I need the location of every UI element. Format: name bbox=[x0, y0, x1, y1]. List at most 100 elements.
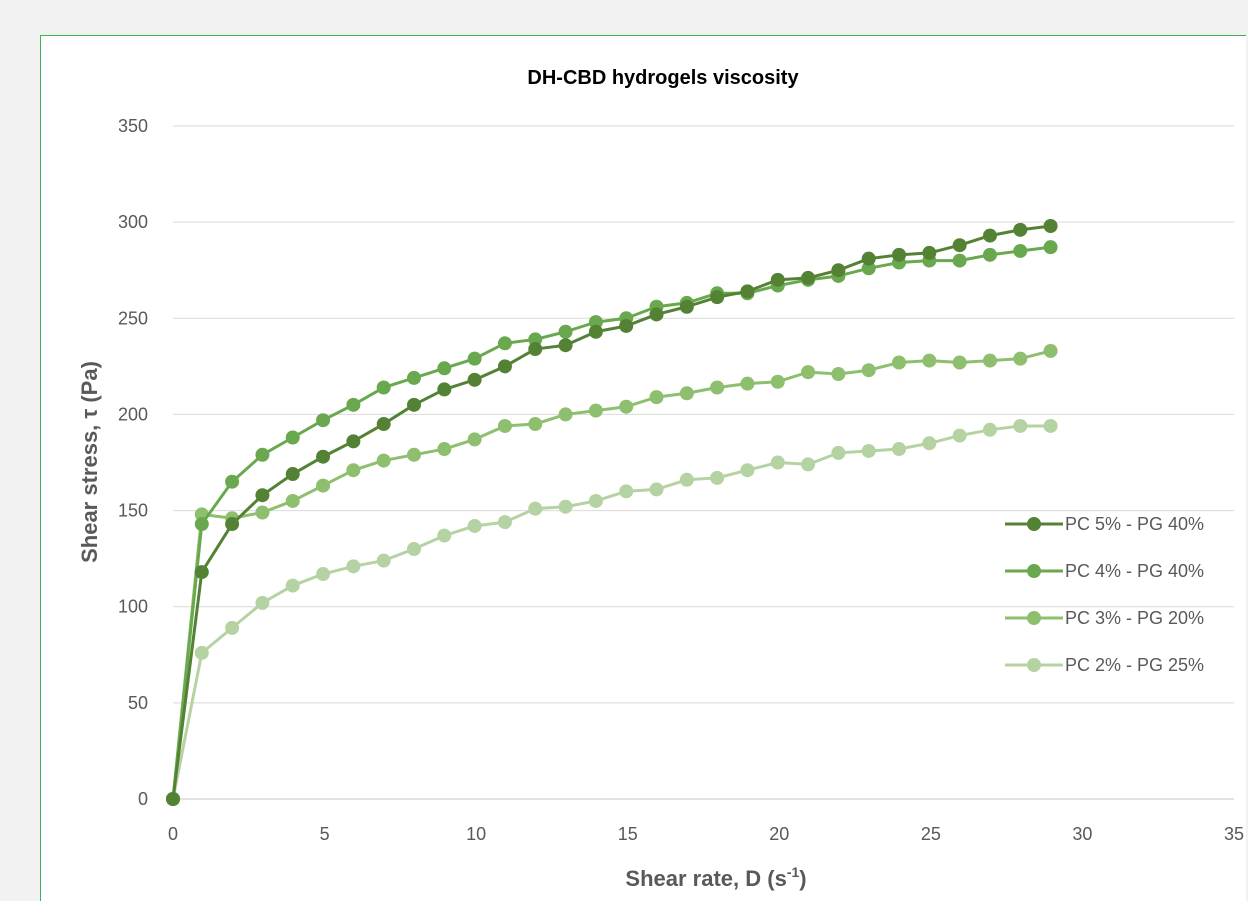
data-point-3-13 bbox=[558, 499, 573, 514]
legend-swatch-marker-1 bbox=[1027, 564, 1041, 578]
data-point-1-10 bbox=[467, 351, 482, 366]
y-tick-label-250: 250 bbox=[118, 308, 148, 328]
data-point-3-27 bbox=[982, 422, 997, 437]
data-point-0-2 bbox=[225, 517, 240, 532]
data-point-0-3 bbox=[255, 488, 270, 503]
data-point-1-28 bbox=[1013, 243, 1028, 258]
y-tick-label-300: 300 bbox=[118, 212, 148, 232]
data-point-2-3 bbox=[255, 505, 270, 520]
y-tick-label-200: 200 bbox=[118, 404, 148, 424]
data-point-0-6 bbox=[346, 434, 361, 449]
data-point-0-13 bbox=[558, 338, 573, 353]
data-point-0-17 bbox=[679, 299, 694, 314]
data-point-2-10 bbox=[467, 432, 482, 447]
data-point-2-24 bbox=[892, 355, 907, 370]
data-point-0-8 bbox=[406, 397, 421, 412]
series-2 bbox=[166, 343, 1058, 806]
data-point-3-19 bbox=[740, 463, 755, 478]
legend: PC 5% - PG 40% PC 4% - PG 40% PC 3% - PG 2… bbox=[1005, 514, 1204, 675]
data-point-2-15 bbox=[619, 399, 634, 414]
legend-entry-1: PC 4% - PG 40% bbox=[1005, 561, 1204, 581]
data-point-0-1 bbox=[194, 565, 209, 580]
data-point-2-9 bbox=[437, 442, 452, 457]
data-point-3-6 bbox=[346, 559, 361, 574]
data-point-3-9 bbox=[437, 528, 452, 543]
chart-frame bbox=[40, 35, 1246, 901]
data-point-2-16 bbox=[649, 390, 664, 405]
x-tick-label-15: 15 bbox=[618, 824, 638, 844]
data-point-1-6 bbox=[346, 397, 361, 412]
data-point-3-24 bbox=[892, 442, 907, 457]
data-point-2-11 bbox=[497, 418, 512, 433]
data-point-2-28 bbox=[1013, 351, 1028, 366]
x-tick-label-30: 30 bbox=[1072, 824, 1092, 844]
data-point-2-6 bbox=[346, 463, 361, 478]
y-axis-title: Shear stress, τ (Pa) bbox=[77, 361, 102, 563]
data-point-2-8 bbox=[406, 447, 421, 462]
legend-swatch-marker-0 bbox=[1027, 517, 1041, 531]
x-tick-label-5: 5 bbox=[320, 824, 330, 844]
data-point-0-21 bbox=[801, 270, 816, 285]
data-point-0-4 bbox=[285, 467, 300, 482]
data-point-1-5 bbox=[316, 413, 331, 428]
data-point-0-20 bbox=[770, 272, 785, 287]
data-point-2-14 bbox=[588, 403, 603, 418]
data-point-1-4 bbox=[285, 430, 300, 445]
data-point-3-10 bbox=[467, 518, 482, 533]
gridlines bbox=[173, 125, 1234, 704]
chart-title: DH-CBD hydrogels viscosity bbox=[527, 67, 799, 89]
data-point-0-12 bbox=[528, 342, 543, 357]
y-tick-label-0: 0 bbox=[138, 789, 148, 809]
data-point-0-24 bbox=[892, 247, 907, 262]
data-point-0-0 bbox=[166, 792, 180, 806]
data-point-2-7 bbox=[376, 453, 391, 468]
data-point-3-7 bbox=[376, 553, 391, 568]
legend-entry-0: PC 5% - PG 40% bbox=[1005, 514, 1204, 534]
data-point-1-29 bbox=[1043, 240, 1058, 255]
data-point-0-14 bbox=[588, 324, 603, 339]
data-point-1-2 bbox=[225, 474, 240, 489]
y-tick-label-50: 50 bbox=[128, 693, 148, 713]
data-point-0-16 bbox=[649, 307, 664, 322]
data-point-3-28 bbox=[1013, 418, 1028, 433]
legend-label-3: PC 2% - PG 25% bbox=[1065, 655, 1204, 675]
data-point-3-26 bbox=[952, 428, 967, 443]
data-point-1-8 bbox=[406, 370, 421, 385]
series-line-0 bbox=[171, 224, 1051, 800]
x-axis-title-superscript: -1 bbox=[787, 864, 800, 880]
data-point-0-15 bbox=[619, 318, 634, 333]
data-point-1-27 bbox=[982, 247, 997, 262]
data-point-0-26 bbox=[952, 238, 967, 253]
legend-label-2: PC 3% - PG 20% bbox=[1065, 608, 1204, 628]
data-point-3-16 bbox=[649, 482, 664, 497]
y-tick-label-100: 100 bbox=[118, 597, 148, 617]
data-point-3-18 bbox=[710, 470, 725, 485]
data-point-2-22 bbox=[831, 367, 846, 382]
data-point-2-5 bbox=[316, 478, 331, 493]
data-point-0-25 bbox=[922, 245, 937, 260]
legend-label-0: PC 5% - PG 40% bbox=[1065, 514, 1204, 534]
legend-swatch-marker-3 bbox=[1027, 658, 1041, 672]
series-line-2 bbox=[171, 349, 1051, 800]
data-point-1-26 bbox=[952, 253, 967, 268]
data-point-3-29 bbox=[1043, 418, 1058, 433]
data-point-1-14 bbox=[588, 315, 603, 330]
series-3 bbox=[166, 418, 1058, 806]
data-point-3-4 bbox=[285, 578, 300, 593]
data-point-3-15 bbox=[619, 484, 634, 499]
x-tick-label-20: 20 bbox=[769, 824, 789, 844]
series-0 bbox=[166, 218, 1058, 806]
data-point-3-25 bbox=[922, 436, 937, 451]
legend-entry-2: PC 3% - PG 20% bbox=[1005, 608, 1204, 628]
data-point-2-18 bbox=[710, 380, 725, 395]
data-point-3-22 bbox=[831, 445, 846, 460]
data-point-2-13 bbox=[558, 407, 573, 422]
data-point-0-18 bbox=[710, 290, 725, 305]
y-axis-ticks: 0 50 100 150 200 250 300 350 bbox=[118, 116, 148, 809]
legend-entry-3: PC 2% - PG 25% bbox=[1005, 655, 1204, 675]
x-tick-label-10: 10 bbox=[466, 824, 486, 844]
legend-label-1: PC 4% - PG 40% bbox=[1065, 561, 1204, 581]
data-point-0-23 bbox=[861, 251, 876, 266]
data-point-2-12 bbox=[528, 417, 543, 432]
